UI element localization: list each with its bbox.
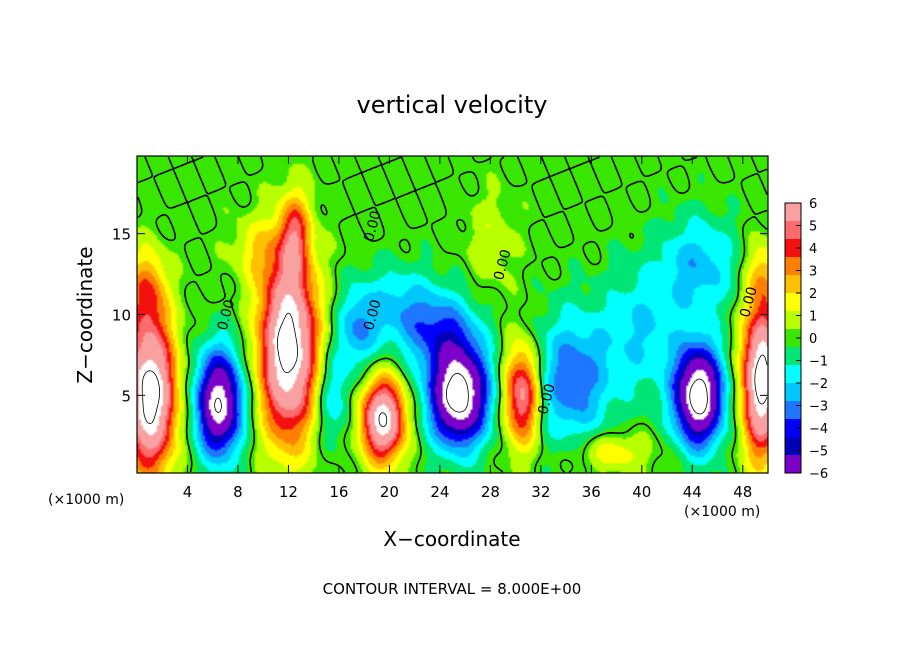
- colorbar-tick-label: 1: [809, 310, 817, 325]
- x-unit-right: (×1000 m): [684, 504, 760, 520]
- contour-label: 0.00: [215, 298, 239, 332]
- colorbar-swatch: [785, 311, 801, 330]
- colorbar-tick-label: 4: [809, 242, 817, 257]
- y-tick-label: 5: [121, 387, 131, 405]
- colorbar-tick-label: 6: [809, 197, 817, 212]
- y-axis: 5 10 15: [112, 226, 768, 405]
- velocity-field-heatmap: [137, 156, 768, 473]
- contour-line: [137, 156, 768, 473]
- contour-label: 0.00: [361, 298, 385, 332]
- colorbar-tick-label: 3: [809, 265, 817, 280]
- contour-line: [214, 372, 708, 415]
- x-tick-label: 40: [632, 483, 651, 501]
- y-tick-label: 15: [112, 226, 131, 244]
- colorbar-tick-label: −3: [809, 400, 828, 415]
- colorbar-swatch: [785, 293, 801, 312]
- colorbar-tick-label: −6: [809, 467, 828, 482]
- contour-label: 0.00: [361, 209, 385, 243]
- x-tick-label: 8: [233, 483, 243, 501]
- colorbar-swatch: [785, 329, 801, 348]
- colorbar-tick-label: −4: [809, 422, 828, 437]
- x-tick-label: 32: [531, 483, 550, 501]
- colorbar-swatch: [785, 275, 801, 294]
- contour-labels: 0.00 0.00 0.00 0.00 0.00 0.00: [215, 209, 761, 416]
- x-tick-label: 4: [183, 483, 193, 501]
- y-tick-label: 10: [112, 307, 131, 325]
- colorbar-tick-label: −5: [809, 445, 828, 460]
- colorbar-swatch: [785, 257, 801, 276]
- contour-interval-note: CONTOUR INTERVAL = 8.000E+00: [323, 580, 582, 598]
- chart-title: vertical velocity: [357, 91, 548, 119]
- colorbar-tick-label: 5: [809, 220, 817, 235]
- y-axis-label: Z−coordinate: [73, 246, 97, 383]
- contour-label: 0.00: [535, 382, 559, 416]
- colorbar-swatch: [785, 239, 801, 258]
- colorbar-tick-label: 2: [809, 287, 817, 302]
- contour-label: 0.00: [491, 248, 515, 282]
- x-tick-label: 24: [430, 483, 449, 501]
- x-unit-left: (×1000 m): [48, 492, 124, 508]
- x-tick-label: 48: [733, 483, 752, 501]
- x-axis-label: X−coordinate: [383, 527, 520, 551]
- x-axis: 4 8 12 16 20 24 28 32 36 40 44 48: [183, 156, 752, 501]
- plot-area: 0.00 0.00 0.00 0.00 0.00 0.00: [136, 155, 769, 474]
- contour-label: 0.00: [737, 285, 761, 319]
- x-tick-label: 28: [481, 483, 500, 501]
- colorbar-swatch: [785, 419, 801, 438]
- colorbar-swatch: [785, 365, 801, 384]
- colorbar-swatch: [785, 383, 801, 402]
- colorbar-swatch: [785, 401, 801, 420]
- contour-line: [141, 312, 768, 428]
- x-tick-label: 16: [329, 483, 348, 501]
- colorbar-swatch: [785, 203, 801, 222]
- colorbar-swatch: [785, 221, 801, 240]
- x-tick-label: 36: [582, 483, 601, 501]
- x-tick-label: 12: [279, 483, 298, 501]
- colorbar-tick-label: −1: [809, 355, 828, 370]
- colorbar-tick-label: 0: [809, 332, 817, 347]
- contour-lines: [137, 156, 768, 473]
- colorbar: 6 5 4 3 2 1 0 −1 −2 −3 −4 −5 −6: [784, 197, 828, 482]
- colorbar-tick-label: −2: [809, 377, 828, 392]
- colorbar-swatch: [785, 437, 801, 456]
- colorbar-swatch: [785, 455, 801, 474]
- colorbar-swatch: [785, 347, 801, 366]
- x-tick-label: 20: [380, 483, 399, 501]
- x-tick-label: 44: [683, 483, 702, 501]
